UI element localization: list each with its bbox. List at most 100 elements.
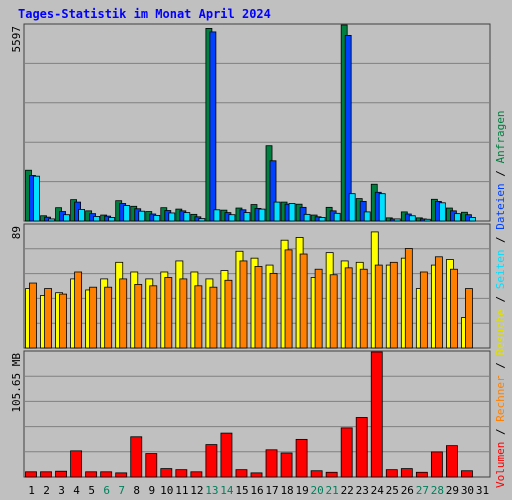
bar-rechner-day-29 [450,268,458,349]
legend-item-anfragen: Anfragen [494,110,507,170]
bar-seiten-day-2 [48,218,55,222]
x-tick-label-day-28: 28 [431,484,444,497]
bar-seiten-day-12 [198,218,206,222]
bar-rechner-day-13 [209,286,218,349]
bar-rechner-day-15 [239,260,248,349]
bar-volumen-day-23 [355,417,368,478]
bar-rechner-day-14 [224,279,233,349]
bar-volumen-day-7 [115,472,128,478]
bar-dateien-day-23 [359,200,367,222]
bar-volumen-day-30 [461,470,473,478]
legend-item-dateien: Dateien [494,183,507,236]
panel-frame [23,23,491,222]
bar-volumen-day-12 [190,471,203,478]
bar-rechner-day-17 [269,272,278,349]
x-tick-label-day-1: 1 [28,484,35,497]
x-tick-label-day-10: 10 [160,484,173,497]
bar-volumen-day-27 [415,471,428,478]
bar-seiten-day-8 [138,210,146,222]
bar-rechner-day-26 [404,248,413,349]
series-volumen [25,351,473,478]
x-tick-label-day-21: 21 [326,484,339,497]
bar-rechner-day-8 [134,284,143,349]
bar-rechner-day-21 [329,274,338,349]
x-tick-label-day-30: 30 [461,484,474,497]
legend-separator: / [494,170,507,183]
bar-seiten-day-17 [273,201,281,222]
bar-seiten-day-23 [363,211,371,222]
bar-seiten-day-10 [168,212,176,222]
bar-rechner-day-3 [59,293,67,349]
legend-separator: / [494,428,507,441]
bar-volumen-day-29 [446,445,458,478]
bar-seiten-day-11 [183,212,191,222]
series-dateien [29,31,472,222]
x-tick-label-day-20: 20 [311,484,324,497]
x-tick-label-day-17: 17 [265,484,278,497]
bar-rechner-day-2 [44,288,52,349]
bar-volumen-day-4 [70,450,83,478]
x-tick-label-day-16: 16 [250,484,263,497]
bar-rechner-day-22 [344,267,353,349]
bar-volumen-day-24 [370,351,383,478]
series-anfragen [25,24,468,222]
bar-rechner-day-10 [164,277,173,349]
bar-rechner-day-16 [254,266,263,349]
legend-right: Volumen / Rechner / Besuche / Seiten / D… [494,110,507,488]
bar-volumen-day-9 [145,453,158,478]
bar-volumen-day-17 [265,449,278,478]
x-tick-label-day-29: 29 [446,484,459,497]
bar-seiten-day-13 [213,209,221,222]
panel-visits: 89 [10,223,491,349]
x-tick-label-day-18: 18 [280,484,293,497]
x-tick-label-day-19: 19 [295,484,308,497]
bar-volumen-day-5 [85,471,98,478]
chart-title: Tages-Statistik im Monat April 2024 [18,7,271,21]
bar-volumen-day-16 [250,472,263,478]
panel-frame [23,350,491,478]
bar-seiten-day-4 [78,209,85,222]
bar-volumen-day-10 [160,468,173,478]
bar-volumen-day-19 [295,438,308,478]
bar-seiten-day-9 [153,214,161,222]
x-tick-label-day-22: 22 [341,484,354,497]
panel-volume: 105.65 MB [10,350,491,478]
bar-volumen-day-18 [280,452,293,478]
x-tick-label-day-23: 23 [356,484,369,497]
bar-volumen-day-13 [205,444,218,478]
legend-item-rechner: Rechner [494,375,507,428]
legend-item-volumen: Volumen [494,442,507,488]
x-tick-label-day-3: 3 [58,484,65,497]
bar-seiten-day-20 [318,217,326,222]
bar-seiten-day-16 [258,208,266,222]
legend-item-seiten: Seiten [494,250,507,296]
bar-rechner-day-4 [74,271,83,349]
bar-volumen-day-25 [385,469,398,478]
bar-seiten-day-22 [348,193,356,222]
bar-rechner-day-12 [194,285,203,349]
bar-dateien-day-13 [209,31,217,222]
bar-seiten-day-26 [408,215,416,222]
panel-max-label: 105.65 MB [10,353,23,413]
bar-volumen-day-1 [25,471,37,478]
panel-hits: 5597 [10,23,491,222]
legend-separator: / [494,296,507,309]
bar-rechner-day-18 [284,249,293,349]
bar-rechner-day-24 [374,264,383,349]
bar-volumen-day-2 [40,471,52,478]
x-tick-label-day-9: 9 [148,484,155,497]
panel-max-label: 5597 [10,26,23,53]
bar-volumen-day-21 [325,471,338,478]
bar-seiten-day-24 [378,193,386,222]
bar-rechner-day-9 [149,285,158,349]
x-tick-label-day-31: 31 [476,484,489,497]
legend-text: Volumen / Rechner / Besuche / Seiten / D… [494,110,507,488]
bar-seiten-day-30 [469,217,476,222]
legend-separator: / [494,362,507,375]
bar-seiten-day-5 [93,216,101,222]
bar-rechner-day-6 [104,286,113,349]
bar-rechner-day-27 [419,271,428,349]
bar-rechner-day-7 [119,278,128,349]
bar-seiten-day-27 [423,218,431,222]
